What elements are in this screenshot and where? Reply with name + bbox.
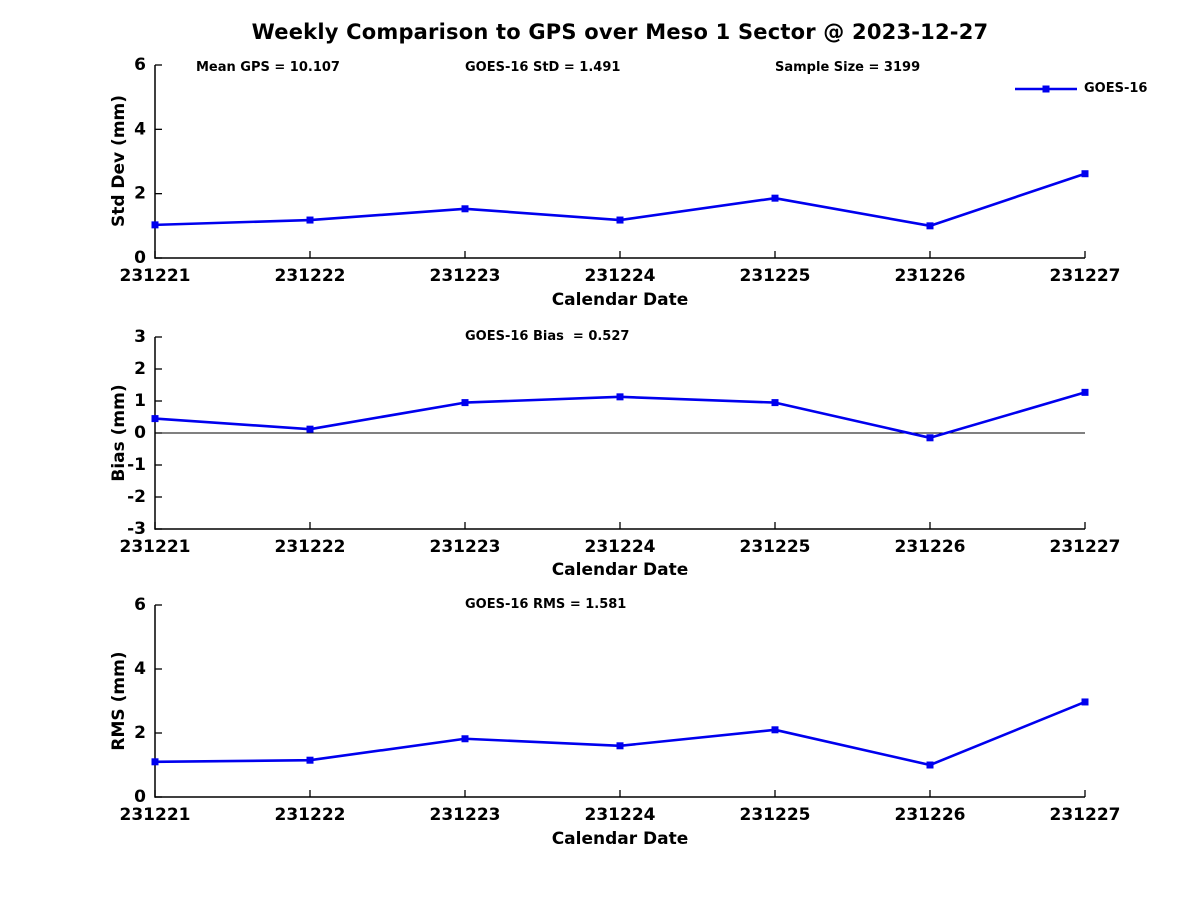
y-tick-label: 3 xyxy=(134,327,146,347)
y-tick-label: 2 xyxy=(134,359,146,379)
data-point-marker xyxy=(461,735,469,743)
x-tick-label: 231221 xyxy=(120,266,191,286)
data-point-marker xyxy=(461,205,469,213)
data-point-marker xyxy=(771,194,779,202)
data-point-marker xyxy=(771,399,779,407)
data-point-marker xyxy=(306,756,314,764)
x-tick-label: 231224 xyxy=(585,537,656,557)
annotation-mean-gps: Mean GPS = 10.107 xyxy=(196,60,340,75)
x-tick-label: 231227 xyxy=(1050,266,1121,286)
data-point-marker xyxy=(926,761,934,769)
x-tick-label: 231225 xyxy=(740,266,811,286)
x-tick-label: 231222 xyxy=(275,266,346,286)
data-point-marker xyxy=(616,742,624,750)
y-axis-label-rms: RMS (mm) xyxy=(109,651,129,751)
y-tick-label: -3 xyxy=(127,519,146,539)
data-point-marker xyxy=(306,216,314,224)
y-axis-label-stddev: Std Dev (mm) xyxy=(109,94,129,228)
annotation-goes16-std: GOES-16 StD = 1.491 xyxy=(465,60,621,75)
x-tick-label: 231225 xyxy=(740,537,811,557)
y-tick-label: 0 xyxy=(134,248,146,268)
x-tick-label: 231227 xyxy=(1050,537,1121,557)
x-tick-label: 231223 xyxy=(430,805,501,825)
legend: GOES-16 xyxy=(1015,81,1147,96)
data-point-marker xyxy=(151,758,159,766)
y-tick-label: -1 xyxy=(127,455,146,475)
x-tick-label: 231221 xyxy=(120,537,191,557)
legend-line-icon xyxy=(1015,85,1077,92)
data-point-marker xyxy=(926,222,934,230)
y-tick-label: 0 xyxy=(134,423,146,443)
y-tick-label: -2 xyxy=(127,487,146,507)
y-axis-label-bias: Bias (mm) xyxy=(109,384,129,482)
y-tick-label: 2 xyxy=(134,184,146,204)
x-tick-label: 231224 xyxy=(585,805,656,825)
x-tick-label: 231224 xyxy=(585,266,656,286)
x-tick-label: 231222 xyxy=(275,805,346,825)
legend-marker-icon xyxy=(1042,85,1050,92)
y-tick-label: 6 xyxy=(134,55,146,75)
legend-label: GOES-16 xyxy=(1084,81,1148,96)
data-point-marker xyxy=(926,434,934,442)
x-axis-label-calendar-date-3: Calendar Date xyxy=(551,829,689,849)
x-tick-label: 231221 xyxy=(120,805,191,825)
data-point-marker xyxy=(771,726,779,734)
x-tick-label: 231223 xyxy=(430,537,501,557)
y-tick-label: 1 xyxy=(134,391,146,411)
y-tick-label: 4 xyxy=(134,119,146,139)
x-tick-label: 231225 xyxy=(740,805,811,825)
y-tick-label: 0 xyxy=(134,787,146,807)
x-tick-label: 231226 xyxy=(895,537,966,557)
x-tick-label: 231223 xyxy=(430,266,501,286)
data-point-marker xyxy=(1081,388,1089,396)
data-point-marker xyxy=(1081,698,1089,706)
y-tick-label: 6 xyxy=(134,595,146,615)
chart-title: Weekly Comparison to GPS over Meso 1 Sec… xyxy=(251,20,989,44)
x-axis-label-calendar-date-2: Calendar Date xyxy=(551,560,689,580)
data-point-marker xyxy=(616,216,624,224)
x-tick-label: 231227 xyxy=(1050,805,1121,825)
x-tick-label: 231226 xyxy=(895,266,966,286)
annotation-sample-size: Sample Size = 3199 xyxy=(775,60,921,75)
data-point-marker xyxy=(151,221,159,229)
x-axis-label-calendar-date-1: Calendar Date xyxy=(551,290,689,310)
y-tick-label: 4 xyxy=(134,659,146,679)
data-point-marker xyxy=(306,425,314,433)
annotation-goes16-bias: GOES-16 Bias = 0.527 xyxy=(465,329,630,344)
data-point-marker xyxy=(616,393,624,401)
x-tick-label: 231222 xyxy=(275,537,346,557)
data-point-marker xyxy=(461,399,469,407)
annotation-goes16-rms: GOES-16 RMS = 1.581 xyxy=(465,597,627,612)
y-tick-label: 2 xyxy=(134,723,146,743)
data-point-marker xyxy=(1081,170,1089,178)
data-point-marker xyxy=(151,415,159,423)
x-tick-label: 231226 xyxy=(895,805,966,825)
series-line xyxy=(154,700,1086,767)
